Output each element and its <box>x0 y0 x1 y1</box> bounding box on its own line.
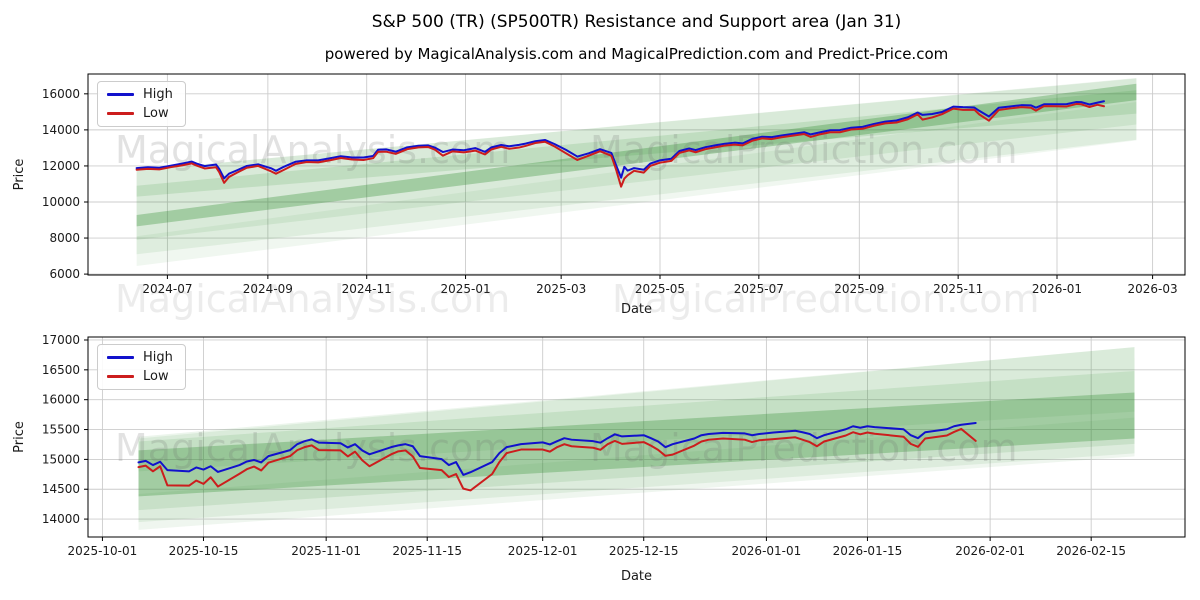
legend-item-high: High <box>107 351 173 364</box>
x-tick-label: 2026-01-01 <box>732 544 802 558</box>
top-chart-low-line <box>135 102 1105 188</box>
bottom-chart-band <box>138 417 1135 530</box>
top-chart-band <box>136 101 1137 266</box>
bottom-chart-band <box>138 371 1135 511</box>
x-tick-label: 2025-10-01 <box>68 544 138 558</box>
y-tick-label: 16000 <box>42 87 80 101</box>
bottom-chart-band <box>138 347 1135 472</box>
x-tick-label: 2025-09 <box>834 282 884 296</box>
bottom-chart-band <box>138 392 1135 497</box>
bottom-chart-plot-border <box>87 336 1186 538</box>
figure-title: S&P 500 (TR) (SP500TR) Resistance and Su… <box>371 12 902 32</box>
top-chart-grid <box>88 74 1185 275</box>
legend-top-chart: High Low <box>97 81 186 127</box>
bottom-chart-low-line <box>137 427 977 492</box>
y-tick-label: 16500 <box>42 363 80 377</box>
low-line-swatch <box>107 375 134 378</box>
y-tick-label: 14000 <box>42 123 80 137</box>
y-tick-label: 14500 <box>42 482 80 496</box>
x-tick-label: 2025-11-15 <box>392 544 462 558</box>
y-tick-label: 15500 <box>42 423 80 437</box>
x-tick-label: 2025-11-01 <box>291 544 361 558</box>
top-chart-xlabel: Date <box>621 302 652 317</box>
legend-label-low: Low <box>143 369 169 384</box>
x-tick-label: 2025-10-15 <box>169 544 239 558</box>
legend-item-high: High <box>107 88 173 101</box>
x-tick-label: 2024-11 <box>342 282 392 296</box>
x-tick-label: 2026-01-15 <box>833 544 903 558</box>
top-chart-band <box>136 77 1137 240</box>
legend-label-low: Low <box>143 106 169 121</box>
x-tick-label: 2025-12-01 <box>508 544 578 558</box>
x-tick-label: 2024-09 <box>243 282 293 296</box>
y-tick-label: 10000 <box>42 195 80 209</box>
y-tick-label: 15000 <box>42 452 80 466</box>
top-chart-band <box>136 83 1137 227</box>
watermark-text: MagicalAnalysis.com <box>115 277 510 321</box>
bottom-chart-xlabel: Date <box>621 569 652 584</box>
bottom-chart-ylabel: Price <box>12 421 27 453</box>
legend-label-high: High <box>143 350 173 365</box>
top-chart-ylabel: Price <box>12 159 27 191</box>
top-chart-band <box>136 90 1137 197</box>
y-tick-label: 17000 <box>42 333 80 347</box>
x-tick-label: 2026-02-15 <box>1056 544 1126 558</box>
x-tick-label: 2025-01 <box>440 282 490 296</box>
bottom-chart-tick-labels: 2025-10-01 2025-10-15 2025-11-01 2025-11-15… <box>42 333 1126 558</box>
legend-label-high: High <box>143 87 173 102</box>
x-tick-label: 2025-07 <box>734 282 784 296</box>
legend-bottom-chart: High Low <box>97 344 186 390</box>
bottom-chart-high-line <box>137 421 977 476</box>
watermark-text: MagicalPrediction.com <box>590 128 1018 172</box>
y-tick-label: 16000 <box>42 393 80 407</box>
top-chart-plot-border <box>87 73 1186 276</box>
y-tick-label: 12000 <box>42 159 80 173</box>
high-line-swatch <box>107 93 134 96</box>
legend-item-low: Low <box>107 370 173 383</box>
x-tick-label: 2024-07 <box>142 282 192 296</box>
x-tick-label: 2025-05 <box>635 282 685 296</box>
x-tick-label: 2025-11 <box>933 282 983 296</box>
y-tick-label: 6000 <box>49 267 80 281</box>
y-tick-label: 14000 <box>42 512 80 526</box>
watermark-text: MagicalPrediction.com <box>612 277 1040 321</box>
x-tick-label: 2026-02-01 <box>955 544 1025 558</box>
top-chart-support-resistance-bands <box>136 77 1137 266</box>
top-chart-ticks <box>84 93 1154 279</box>
low-line-swatch <box>107 112 134 115</box>
mid-watermarks: MagicalAnalysis.com MagicalPrediction.com <box>115 277 1040 321</box>
legend-item-low: Low <box>107 107 173 120</box>
x-tick-label: 2026-01 <box>1032 282 1082 296</box>
top-chart-tick-labels: 2024-07 2024-09 2024-11 2025-01 2025-03 2025-… <box>42 87 1178 296</box>
x-tick-label: 2026-03 <box>1128 282 1178 296</box>
y-tick-label: 8000 <box>49 231 80 245</box>
bottom-chart-ticks <box>84 339 1092 541</box>
figure-subtitle: powered by MagicalAnalysis.com and Magic… <box>324 45 949 63</box>
x-tick-label: 2025-12-15 <box>609 544 679 558</box>
x-tick-label: 2025-03 <box>536 282 586 296</box>
top-chart-high-line <box>135 100 1105 180</box>
high-line-swatch <box>107 356 134 359</box>
